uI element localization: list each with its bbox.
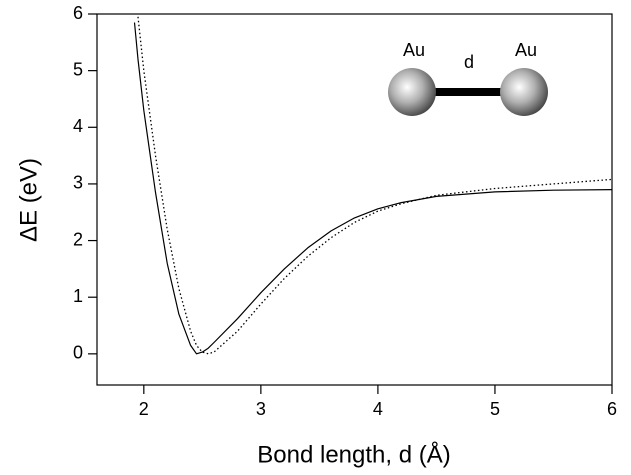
y-tick-label: 1 (73, 286, 83, 306)
data-line (137, 16, 613, 355)
y-tick-label: 6 (73, 3, 83, 23)
x-tick-label: 6 (607, 399, 617, 419)
atom (388, 68, 436, 116)
annotation: d (464, 52, 474, 72)
annotation: Au (403, 40, 425, 60)
x-axis-label: Bond length, d (Å) (257, 440, 450, 468)
x-tick-label: 2 (139, 399, 149, 419)
plot-frame (96, 13, 613, 386)
annotation: Au (515, 40, 537, 60)
atom (500, 68, 548, 116)
y-axis-label: ΔE (eV) (15, 158, 42, 242)
x-tick-label: 5 (490, 399, 500, 419)
y-tick-label: 2 (73, 229, 83, 249)
data-line (133, 22, 613, 355)
y-tick-label: 0 (73, 343, 83, 363)
y-tick-label: 4 (73, 116, 83, 136)
y-tick-label: 3 (73, 173, 83, 193)
y-tick-label: 5 (73, 59, 83, 79)
x-tick-label: 4 (373, 399, 383, 419)
x-tick-label: 3 (256, 399, 266, 419)
